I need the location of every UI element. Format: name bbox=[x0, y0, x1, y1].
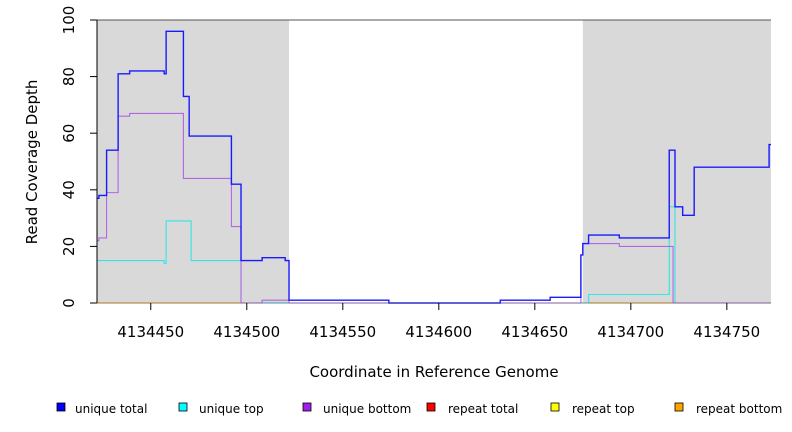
x-tick-label: 4134500 bbox=[213, 323, 280, 341]
legend-swatch bbox=[302, 402, 312, 412]
legend: unique total unique top unique bottom repea… bbox=[56, 402, 782, 416]
legend-label: unique top bbox=[199, 402, 264, 416]
legend-swatch bbox=[674, 402, 684, 412]
x-tick-label: 4134700 bbox=[597, 323, 664, 341]
legend-label: unique bottom bbox=[323, 402, 411, 416]
legend-label: repeat total bbox=[448, 402, 518, 416]
series-unique-total bbox=[97, 30, 771, 304]
x-ticks: 4134450 4134500 4134550 4134600 4134650 41347… bbox=[117, 303, 760, 341]
x-axis-title: Coordinate in Reference Genome bbox=[309, 363, 558, 381]
legend-swatch bbox=[178, 402, 188, 412]
legend-label: repeat top bbox=[572, 402, 635, 416]
y-axis-title: Read Coverage Depth bbox=[23, 80, 41, 245]
y-tick-label: 80 bbox=[60, 67, 78, 86]
axes bbox=[96, 19, 771, 304]
y-tick-label: 60 bbox=[60, 124, 78, 143]
x-tick-label: 4134600 bbox=[405, 323, 472, 341]
shaded-region-2 bbox=[582, 20, 771, 303]
x-tick-label: 4134650 bbox=[501, 323, 568, 341]
shaded-region-1 bbox=[97, 20, 290, 303]
y-tick-label: 40 bbox=[60, 180, 78, 199]
x-tick-label: 4134550 bbox=[309, 323, 376, 341]
x-tick-label: 4134750 bbox=[693, 323, 760, 341]
shaded-regions bbox=[97, 20, 771, 303]
y-tick-label: 100 bbox=[60, 6, 78, 35]
legend-label: unique total bbox=[75, 402, 147, 416]
legend-label: repeat bottom bbox=[696, 402, 782, 416]
y-tick-label: 0 bbox=[60, 298, 78, 308]
series-unique-bottom bbox=[97, 112, 771, 304]
y-ticks: 0 20 40 60 80 100 bbox=[60, 6, 97, 308]
legend-swatch bbox=[56, 402, 66, 412]
x-tick-label: 4134450 bbox=[117, 323, 184, 341]
y-tick-label: 20 bbox=[60, 237, 78, 256]
legend-swatch bbox=[426, 402, 436, 412]
legend-swatch bbox=[550, 402, 560, 412]
